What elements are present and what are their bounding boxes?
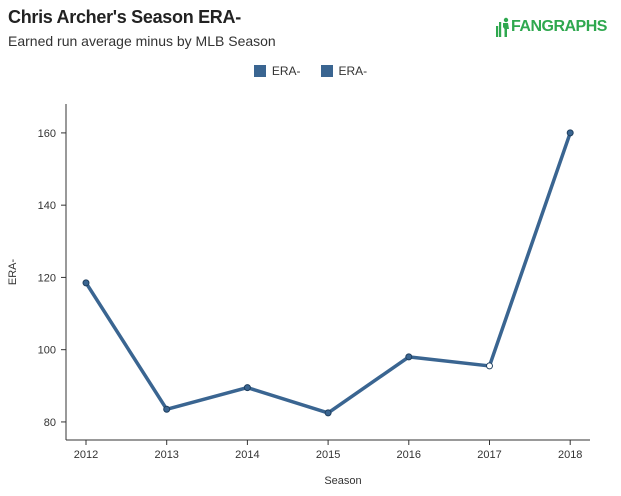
logo-text: FANGRAPHS [511,18,607,35]
data-point-2015 [324,409,332,417]
data-point-2016 [405,353,413,361]
legend-label-2: ERA- [338,64,368,78]
x-tick-label-2013: 2013 [154,449,178,461]
data-point-2013 [163,405,171,413]
legend-swatch-1 [253,65,266,77]
data-point-2014 [243,384,251,392]
x-tick-label-2012: 2012 [74,449,98,461]
chart-series [82,129,574,417]
legend-swatch-2 [320,65,333,77]
y-tick-label-160: 160 [38,128,56,140]
chart-legend: ERA- ERA- [0,64,621,78]
fangraphs-logo[interactable]: FANGRAPHS [496,15,607,39]
y-tick-label-100: 100 [38,345,56,357]
x-tick-label-2014: 2014 [235,449,259,461]
data-point-2018 [566,129,574,137]
legend-item-1[interactable]: ERA- [253,64,301,78]
data-point-2012 [82,279,90,287]
x-tick-label-2016: 2016 [397,449,421,461]
chart-title: Chris Archer's Season ERA- [8,7,241,27]
y-axis-label: ERA- [7,259,19,286]
chart-subtitle: Earned run average minus by MLB Season [8,33,276,49]
legend-label-1: ERA- [271,64,301,78]
x-tick-label-2018: 2018 [558,449,582,461]
y-tick-label-120: 120 [38,272,56,284]
x-tick-label-2017: 2017 [477,449,501,461]
series-line-0 [84,131,572,415]
chart-axes [65,104,590,441]
batter-silhouette-icon [496,17,509,37]
x-tick-label-2015: 2015 [316,449,340,461]
y-tick-label-80: 80 [44,417,56,429]
x-axis-ticks: 2012 2013 2014 2015 2016 2017 2018 [74,440,582,461]
y-tick-label-140: 140 [38,200,56,212]
data-point-2017 [486,362,493,370]
legend-item-2[interactable]: ERA- [320,64,368,78]
x-axis-label: Season [324,475,361,487]
y-axis-ticks: 80 100 120 140 160 [38,128,66,429]
